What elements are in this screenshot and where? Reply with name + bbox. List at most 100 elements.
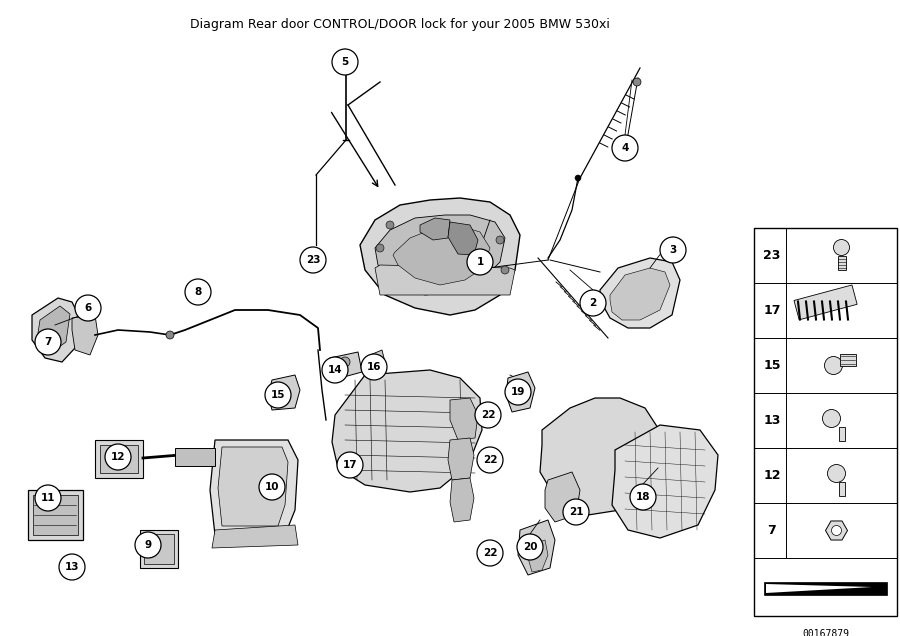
Circle shape	[477, 447, 503, 473]
Polygon shape	[420, 218, 450, 240]
Text: 14: 14	[328, 365, 342, 375]
Text: 11: 11	[40, 493, 55, 503]
Bar	[28, 490, 83, 540]
Circle shape	[135, 532, 161, 558]
Text: 19: 19	[511, 387, 526, 397]
Circle shape	[259, 474, 285, 500]
Text: 6: 6	[85, 303, 92, 313]
Circle shape	[322, 357, 348, 383]
Polygon shape	[72, 315, 98, 355]
Text: 12: 12	[763, 469, 781, 482]
Text: Diagram Rear door CONTROL/DOOR lock for your 2005 BMW 530xi: Diagram Rear door CONTROL/DOOR lock for …	[190, 18, 610, 31]
Text: 10: 10	[265, 482, 279, 492]
Bar	[840, 354, 856, 366]
Polygon shape	[518, 520, 555, 575]
Text: 20: 20	[523, 542, 537, 552]
Circle shape	[475, 402, 501, 428]
Circle shape	[824, 357, 842, 375]
Circle shape	[361, 354, 387, 380]
Text: 4: 4	[621, 143, 629, 153]
Text: 7: 7	[768, 524, 777, 537]
Polygon shape	[764, 582, 887, 595]
Text: 7: 7	[44, 337, 51, 347]
Circle shape	[580, 290, 606, 316]
Text: 21: 21	[569, 507, 583, 517]
Polygon shape	[328, 352, 362, 378]
Circle shape	[496, 236, 504, 244]
Polygon shape	[368, 350, 385, 375]
Circle shape	[185, 279, 211, 305]
Text: 16: 16	[367, 362, 382, 372]
Polygon shape	[268, 375, 300, 410]
Circle shape	[505, 379, 531, 405]
Polygon shape	[766, 584, 872, 593]
Polygon shape	[612, 425, 718, 538]
Polygon shape	[393, 226, 490, 285]
Polygon shape	[545, 472, 580, 522]
Circle shape	[277, 386, 289, 398]
Bar	[140, 530, 178, 568]
Polygon shape	[32, 298, 80, 362]
Text: 13: 13	[65, 562, 79, 572]
Circle shape	[376, 244, 384, 252]
Text: 1: 1	[476, 257, 483, 267]
Circle shape	[575, 175, 581, 181]
Circle shape	[337, 452, 363, 478]
Polygon shape	[450, 398, 478, 440]
Circle shape	[633, 78, 641, 86]
Bar	[144, 534, 174, 564]
Text: 9: 9	[144, 540, 151, 550]
Text: 00167879: 00167879	[802, 629, 849, 636]
Text: 15: 15	[271, 390, 285, 400]
Polygon shape	[375, 265, 515, 295]
Circle shape	[477, 540, 503, 566]
Circle shape	[563, 499, 589, 525]
Polygon shape	[212, 525, 298, 548]
Text: 22: 22	[482, 455, 497, 465]
Bar	[839, 427, 844, 441]
Text: 13: 13	[763, 414, 780, 427]
Circle shape	[166, 331, 174, 339]
Circle shape	[35, 485, 61, 511]
Polygon shape	[825, 521, 848, 540]
Bar	[838, 256, 845, 270]
Polygon shape	[528, 540, 548, 572]
Polygon shape	[450, 478, 474, 522]
Text: 15: 15	[763, 359, 781, 372]
Text: 18: 18	[635, 492, 650, 502]
Polygon shape	[448, 438, 474, 480]
Polygon shape	[375, 215, 505, 295]
Text: 3: 3	[670, 245, 677, 255]
Text: 22: 22	[481, 410, 495, 420]
Circle shape	[311, 250, 321, 260]
Circle shape	[517, 534, 543, 560]
Polygon shape	[38, 306, 70, 352]
Circle shape	[265, 382, 291, 408]
Polygon shape	[600, 258, 680, 328]
Bar	[754, 228, 897, 616]
Circle shape	[300, 247, 326, 273]
Polygon shape	[610, 268, 670, 320]
Bar	[95, 440, 143, 478]
Circle shape	[386, 221, 394, 229]
Circle shape	[59, 554, 85, 580]
Polygon shape	[218, 447, 288, 526]
Text: 17: 17	[763, 304, 781, 317]
Text: 8: 8	[194, 287, 202, 297]
Circle shape	[630, 484, 656, 510]
Circle shape	[501, 266, 509, 274]
Circle shape	[832, 525, 842, 536]
Bar	[839, 481, 844, 495]
Circle shape	[467, 249, 493, 275]
Circle shape	[35, 329, 61, 355]
Circle shape	[827, 464, 845, 483]
Text: 23: 23	[306, 255, 320, 265]
Text: 5: 5	[341, 57, 348, 67]
Polygon shape	[210, 440, 298, 535]
Circle shape	[340, 357, 350, 367]
Bar	[100, 445, 138, 473]
Bar	[175, 448, 215, 466]
Text: 2: 2	[590, 298, 597, 308]
Circle shape	[612, 135, 638, 161]
Polygon shape	[360, 198, 520, 315]
